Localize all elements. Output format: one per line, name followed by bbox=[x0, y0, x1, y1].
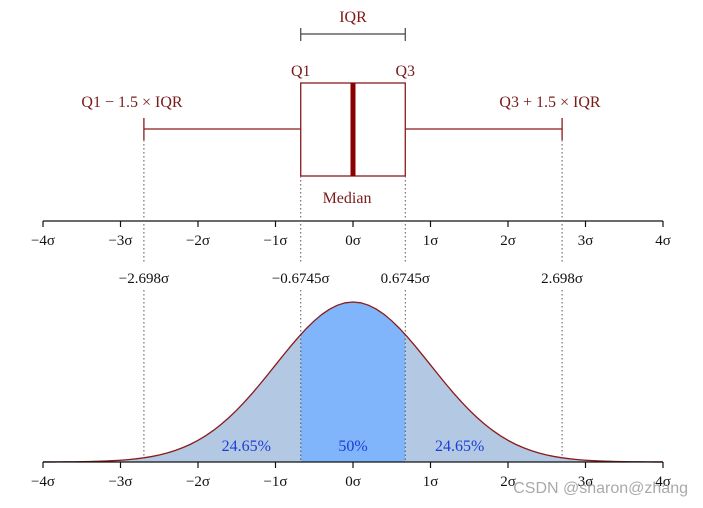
region-percent-label: 24.65% bbox=[435, 438, 484, 455]
bottom-axis-tick-label: 4σ bbox=[655, 474, 671, 490]
sigma-marker-label: −2.698σ bbox=[119, 271, 169, 287]
median-line bbox=[350, 83, 356, 176]
top-axis-tick-label: −4σ bbox=[31, 233, 55, 249]
bottom-axis-tick-label: −3σ bbox=[108, 474, 132, 490]
region-fill bbox=[300, 302, 406, 462]
upper-fence-label: Q3 + 1.5 × IQR bbox=[499, 94, 600, 111]
region-fill bbox=[143, 334, 301, 462]
bottom-axis: −4σ −3σ −2σ −1σ 0σ 1σ 2σ 3σ 4σ bbox=[31, 461, 671, 490]
bottom-axis-tick-label: 1σ bbox=[423, 474, 439, 490]
top-axis-tick-label: −1σ bbox=[263, 233, 287, 249]
top-axis-tick-label: 1σ bbox=[423, 233, 439, 249]
top-axis-tick-label: −2σ bbox=[186, 233, 210, 249]
curve-line bbox=[42, 301, 664, 463]
q3-label: Q3 bbox=[395, 63, 415, 80]
top-axis-tick-label: 4σ bbox=[655, 233, 671, 249]
bottom-axis-tick-label: −2σ bbox=[186, 474, 210, 490]
top-axis-tick-label: 3σ bbox=[578, 233, 594, 249]
bottom-axis-tick-label: 3σ bbox=[578, 474, 594, 490]
sigma-marker-label: 0.6745σ bbox=[381, 271, 430, 287]
bottom-axis-tick-label: −4σ bbox=[31, 474, 55, 490]
watermark: CSDN @sharon@zhang bbox=[513, 480, 688, 497]
marker-labels: −2.698σ −0.6745σ 0.6745σ 2.698σ bbox=[119, 271, 583, 287]
guide-lines bbox=[143, 140, 563, 458]
region-percent-label: 50% bbox=[338, 438, 367, 455]
top-axis: −4σ −3σ −2σ −1σ 0σ 1σ 2σ 3σ 4σ bbox=[31, 220, 671, 249]
median-label: Median bbox=[323, 190, 372, 207]
q1-label: Q1 bbox=[291, 63, 311, 80]
normal-curve: 24.65% 50% 24.65% bbox=[42, 301, 664, 463]
bottom-axis-tick-label: 0σ bbox=[345, 474, 361, 490]
box-plot: IQR Q1 Q3 Q1 − 1.5 × IQR Q3 + 1.5 × IQR … bbox=[81, 9, 600, 207]
iqr-label: IQR bbox=[339, 9, 367, 26]
top-axis-tick-label: 0σ bbox=[345, 233, 361, 249]
region-fill bbox=[405, 334, 563, 462]
region-percent-label: 24.65% bbox=[222, 438, 271, 455]
sigma-marker-label: −0.6745σ bbox=[272, 271, 330, 287]
top-axis-tick-label: 2σ bbox=[500, 233, 516, 249]
bottom-axis-tick-label: 2σ bbox=[500, 474, 516, 490]
bottom-axis-tick-label: −1σ bbox=[263, 474, 287, 490]
lower-fence-label: Q1 − 1.5 × IQR bbox=[81, 94, 182, 111]
top-axis-tick-label: −3σ bbox=[108, 233, 132, 249]
sigma-marker-label: 2.698σ bbox=[541, 271, 583, 287]
